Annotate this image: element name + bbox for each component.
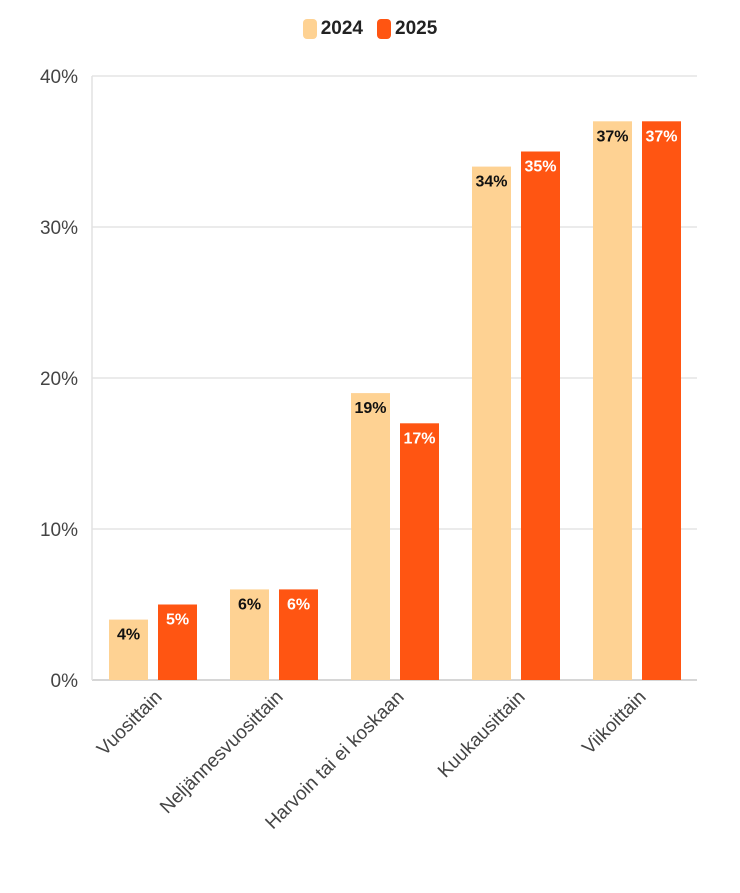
y-tick-label: 0% (51, 671, 79, 692)
data-label: 34% (475, 174, 507, 191)
data-label: 6% (287, 596, 310, 613)
data-label: 19% (354, 400, 386, 417)
bar-2024-4 (593, 121, 632, 681)
bar-2025-4 (642, 121, 681, 681)
data-label: 5% (166, 612, 189, 629)
x-tick-label: Vuosittain (93, 687, 166, 760)
bar-2025-3 (521, 151, 560, 680)
data-label: 35% (524, 159, 556, 176)
bar-2025-1 (279, 589, 318, 680)
legend-label-2024: 2024 (320, 18, 363, 39)
x-tick-label: Kuukausittain (434, 687, 530, 783)
x-tick-label: Neljännesvuosittain (156, 687, 287, 818)
data-label: 17% (403, 430, 435, 447)
data-label: 37% (596, 128, 628, 145)
bar-2025-2 (400, 423, 439, 680)
bar-2025-0 (158, 604, 197, 680)
legend-item-2024[interactable]: 2024 (302, 18, 363, 40)
bar-2024-1 (230, 589, 269, 680)
y-tick-label: 20% (40, 369, 78, 390)
data-label: 37% (645, 128, 677, 145)
bar-2024-2 (351, 393, 390, 680)
y-tick-label: 10% (40, 520, 78, 541)
legend-label-2025: 2025 (395, 18, 438, 39)
data-label: 6% (238, 596, 261, 613)
legend: 2024 2025 (0, 18, 740, 40)
legend-item-2025[interactable]: 2025 (377, 18, 437, 40)
bar-2024-0 (109, 619, 148, 680)
bar-2024-3 (472, 166, 511, 681)
data-label: 4% (117, 627, 140, 644)
legend-swatch-2024 (302, 19, 317, 39)
y-tick-label: 40% (40, 67, 78, 88)
y-tick-label: 30% (40, 218, 78, 239)
x-tick-label: Harvoin tai ei koskaan (262, 687, 409, 834)
legend-swatch-2025 (377, 19, 391, 39)
x-tick-label: Viikoittain (578, 687, 650, 759)
